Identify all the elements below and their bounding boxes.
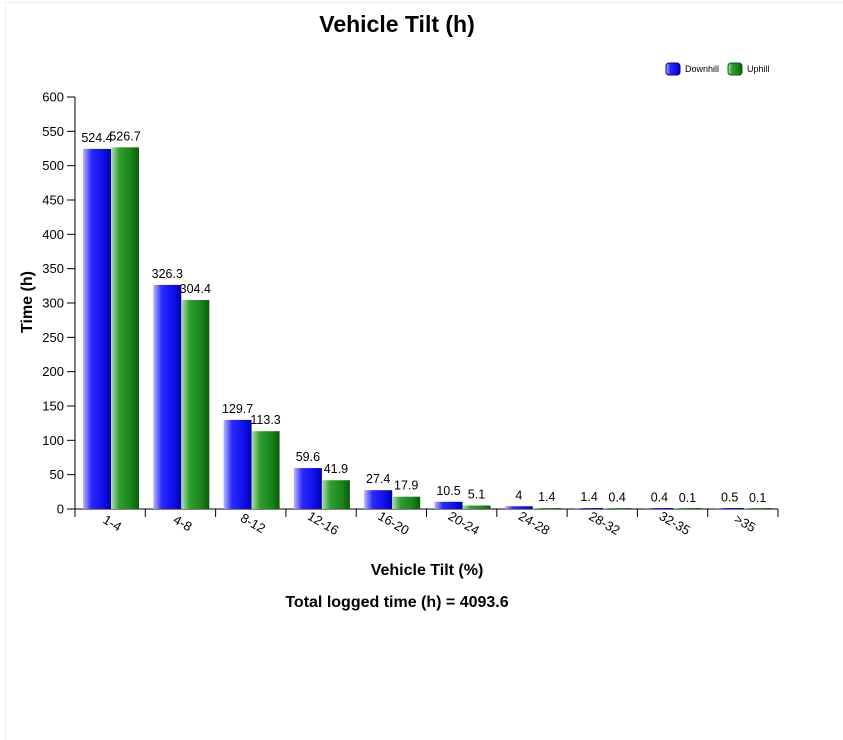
value-label-downhill: 27.4	[366, 472, 390, 486]
x-tick-label: >35	[732, 511, 759, 535]
value-label-uphill: 113.3	[250, 413, 280, 427]
bar-uphill-4-8	[181, 299, 210, 509]
bar-downhill-32-35	[645, 508, 674, 509]
value-label-uphill: 5.1	[468, 487, 485, 501]
bar-downhill-1-4	[83, 148, 111, 510]
bar-uphill-32-35	[673, 508, 702, 509]
x-tick-label: 28-32	[586, 508, 622, 538]
value-label-downhill: 326.3	[152, 267, 183, 281]
bar-downhill->35	[715, 508, 744, 509]
y-tick-label: 50	[50, 467, 64, 482]
legend-swatch-uphill	[727, 62, 743, 76]
y-tick-label: 350	[42, 261, 64, 276]
value-label-downhill: 0.5	[721, 491, 738, 505]
y-tick-label: 550	[42, 124, 64, 139]
value-label-uphill: 41.9	[324, 462, 348, 476]
bar-downhill-8-12	[223, 419, 252, 509]
x-tick-label: 16-20	[375, 508, 411, 538]
y-tick-label: 150	[42, 399, 64, 414]
legend-swatch-downhill	[665, 62, 681, 76]
value-label-downhill: 129.7	[222, 402, 253, 416]
chart-title: Vehicle Tilt (h)	[319, 11, 475, 37]
x-tick-label: 32-35	[657, 508, 693, 538]
legend-label-uphill: Uphill	[747, 64, 770, 74]
x-axis-title: Vehicle Tilt (%)	[371, 562, 484, 579]
value-label-downhill: 4	[515, 488, 522, 502]
y-tick-label: 300	[42, 296, 64, 311]
x-tick-label: 24-28	[516, 508, 552, 538]
y-axis-title: Time (h)	[19, 271, 36, 333]
bar-uphill-20-24	[462, 505, 491, 509]
y-tick-label: 400	[42, 227, 64, 242]
value-label-uphill: 17.9	[394, 479, 418, 493]
value-label-uphill: 1.4	[538, 490, 555, 504]
bar-uphill->35	[743, 508, 772, 509]
x-axis: 1-4 4-8 8-12 12-16 16-20 20-24 24-28 28-32 32-35…	[74, 508, 779, 538]
value-label-uphill: 0.1	[749, 491, 766, 505]
value-label-downhill: 524.4	[81, 131, 112, 145]
bars	[83, 147, 772, 510]
bar-uphill-12-16	[321, 480, 350, 509]
value-label-uphill: 526.7	[109, 129, 140, 143]
y-tick-label: 250	[42, 330, 64, 345]
y-tick-label: 450	[42, 193, 64, 208]
bar-uphill-24-28	[532, 508, 561, 509]
y-axis: 0 50 100 150 200 250 300 350 400 450 500 550 600	[42, 90, 76, 517]
x-tick-label: 1-4	[101, 512, 125, 534]
bar-downhill-16-20	[364, 490, 393, 509]
y-tick-label: 100	[42, 433, 64, 448]
x-tick-label: 20-24	[446, 508, 482, 538]
y-tick-label: 600	[42, 90, 64, 105]
bar-downhill-24-28	[504, 506, 533, 509]
bar-downhill-28-32	[575, 508, 604, 509]
bar-downhill-20-24	[434, 501, 463, 509]
x-tick-label: 4-8	[171, 512, 195, 534]
legend-label-downhill: Downhill	[685, 64, 719, 74]
chart-frame	[5, 2, 843, 740]
x-tick-label: 12-16	[305, 508, 341, 538]
value-label-downhill: 0.4	[651, 491, 668, 505]
value-label-uphill: 0.1	[679, 491, 696, 505]
value-label-uphill: 0.4	[608, 491, 625, 505]
bar-uphill-28-32	[603, 508, 632, 509]
legend: Downhill Uphill	[665, 62, 770, 76]
bar-downhill-12-16	[293, 468, 322, 509]
bar-uphill-1-4	[111, 147, 139, 509]
total-logged-time: Total logged time (h) = 4093.6	[285, 594, 508, 611]
y-tick-label: 0	[57, 502, 64, 517]
bar-uphill-8-12	[251, 431, 280, 509]
value-label-downhill: 1.4	[580, 490, 597, 504]
y-tick-label: 200	[42, 364, 64, 379]
value-label-downhill: 59.6	[296, 450, 320, 464]
x-tick-label: 8-12	[238, 510, 268, 536]
bar-uphill-16-20	[392, 496, 421, 509]
value-label-uphill: 304.4	[180, 282, 211, 296]
bar-downhill-4-8	[153, 284, 182, 509]
value-label-downhill: 10.5	[436, 484, 460, 498]
y-tick-label: 500	[42, 158, 64, 173]
